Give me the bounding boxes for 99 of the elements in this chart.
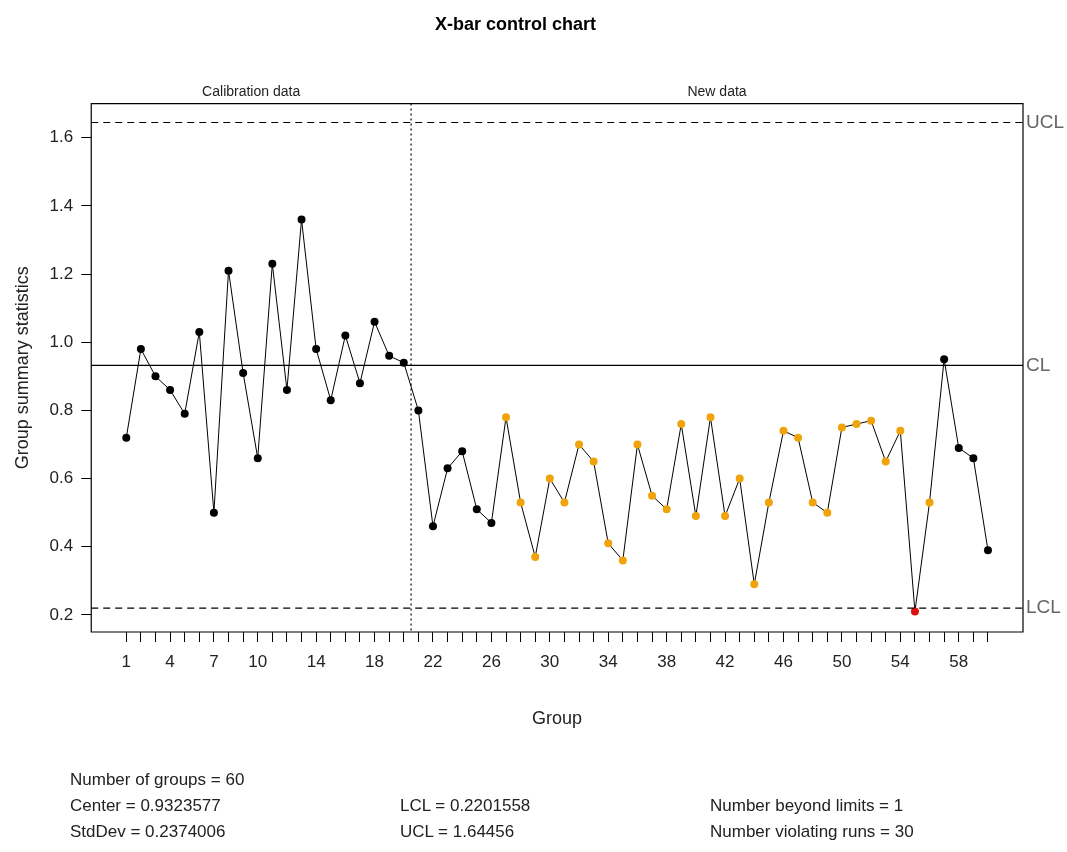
point [677, 420, 686, 429]
text: LCL = 0.2201558 [400, 796, 532, 817]
ref-line-label: CL [1026, 353, 1051, 375]
text: Calibration data [202, 83, 301, 100]
point [750, 580, 759, 589]
point [428, 522, 437, 531]
y-tick-label: 0.6 [49, 468, 74, 488]
y-tick-label: 1.0 [49, 331, 74, 351]
point [297, 215, 306, 224]
point [370, 317, 379, 326]
y-tick-label: 1.6 [49, 127, 74, 147]
point [487, 518, 496, 527]
point [209, 508, 218, 517]
point [253, 454, 262, 463]
point [224, 266, 233, 275]
point [648, 491, 657, 500]
point [691, 512, 700, 521]
point [166, 385, 175, 394]
point [969, 454, 978, 463]
point [837, 423, 846, 432]
point [808, 498, 817, 507]
point [764, 498, 773, 507]
point [940, 355, 949, 364]
ref-line-label: LCL [1026, 596, 1061, 618]
point [983, 546, 992, 555]
point [867, 416, 876, 425]
x-tick-label: 4 [165, 651, 175, 671]
point [151, 372, 160, 381]
point [925, 498, 934, 507]
point [545, 474, 554, 483]
x-tick-label: 30 [540, 651, 560, 671]
text: Center = 0.9323577 [70, 796, 222, 817]
x-tick-label: 22 [423, 651, 443, 671]
x-tick-label: 7 [209, 651, 219, 671]
point [589, 457, 598, 466]
x-tick-label: 46 [774, 651, 793, 671]
x-axis-title: Group [532, 708, 583, 729]
point [282, 385, 291, 394]
y-tick-label: 1.2 [49, 263, 74, 283]
point [355, 379, 364, 388]
point [896, 426, 905, 435]
point [662, 505, 671, 514]
text: Number of groups = 60 [70, 770, 246, 791]
point [823, 508, 832, 517]
text: UCL = 1.64456 [400, 822, 516, 843]
point [136, 345, 145, 354]
point [618, 556, 627, 565]
point [443, 464, 452, 473]
point [633, 440, 642, 449]
point [516, 498, 525, 507]
point [735, 474, 744, 483]
point [794, 433, 803, 442]
x-tick-label: 26 [481, 651, 501, 671]
point [560, 498, 569, 507]
point [268, 259, 277, 268]
x-tick-label: 58 [949, 651, 969, 671]
point [721, 512, 730, 521]
point [502, 413, 510, 422]
y-tick-label: 0.4 [49, 536, 74, 556]
point [399, 358, 408, 367]
point [312, 345, 321, 354]
chart-title: X-bar control chart [434, 13, 597, 34]
point [326, 396, 335, 405]
point [180, 409, 189, 418]
x-tick-label: 38 [657, 651, 677, 671]
point [604, 539, 613, 548]
x-tick-label: 50 [832, 651, 852, 671]
point [531, 553, 540, 561]
x-tick-label: 18 [365, 651, 385, 671]
x-tick-label: 54 [890, 651, 910, 671]
text: Number beyond limits = 1 [710, 796, 905, 817]
x-tick-label: 14 [306, 651, 326, 671]
y-axis-title: Group summary statistics [11, 266, 32, 470]
y-tick-label: 1.4 [49, 195, 74, 215]
point [458, 447, 467, 456]
point [881, 457, 890, 466]
point [122, 433, 131, 442]
text: StdDev = 0.2374006 [70, 822, 227, 843]
point [779, 426, 788, 435]
point [385, 351, 394, 360]
ref-line-label: UCL [1026, 110, 1065, 132]
x-tick-label: 10 [248, 651, 268, 671]
point [575, 440, 584, 449]
point [472, 505, 481, 514]
y-tick-label: 0.2 [49, 604, 74, 624]
x-tick-label: 42 [715, 651, 735, 671]
point [239, 368, 248, 377]
point [414, 406, 423, 415]
y-tick-label: 0.8 [49, 400, 74, 420]
point [910, 607, 919, 616]
point [852, 420, 861, 429]
x-tick-label: 34 [598, 651, 618, 671]
point [195, 328, 204, 337]
point [706, 413, 715, 422]
point [954, 443, 963, 452]
x-tick-label: 1 [121, 651, 132, 671]
text: Number violating runs = 30 [710, 822, 915, 843]
text: New data [687, 83, 747, 100]
point [341, 331, 350, 340]
